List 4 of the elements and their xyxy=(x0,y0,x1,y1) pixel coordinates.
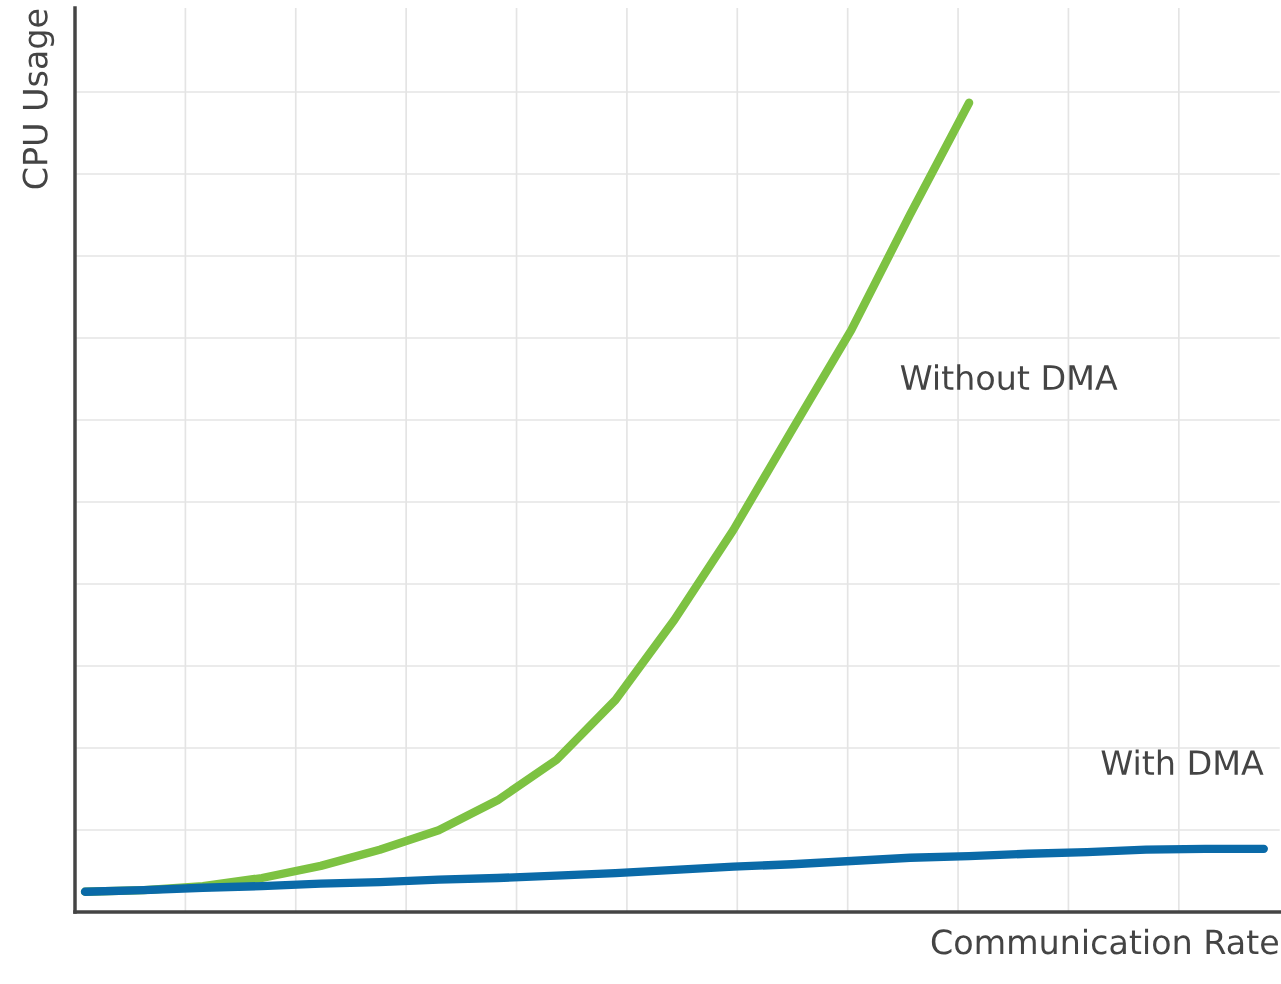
series-label: Without DMA xyxy=(900,364,1118,391)
y-axis-title: CPU Usage xyxy=(22,9,55,189)
x-axis-title: Communication Rate xyxy=(931,928,1278,955)
text: With DMA xyxy=(1101,749,1264,775)
